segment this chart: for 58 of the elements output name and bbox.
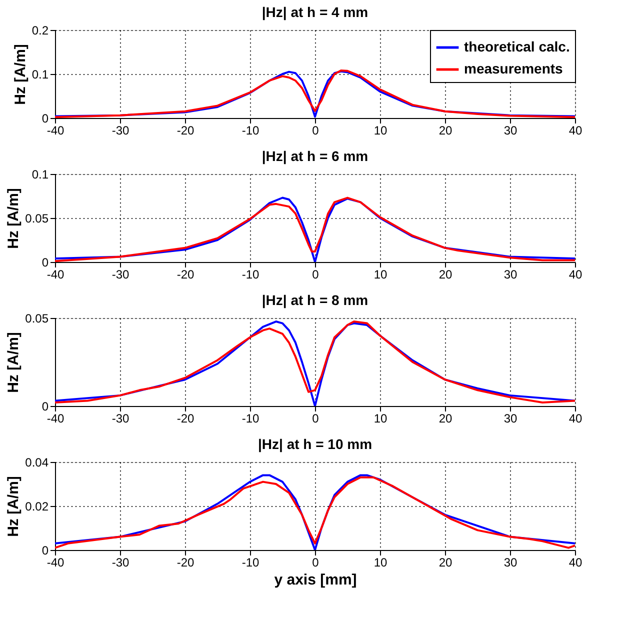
y-axis-title: Hz [A/m]	[5, 188, 22, 249]
x-tick-label: 10	[374, 124, 388, 138]
x-tick-label: 20	[438, 124, 452, 138]
x-tick-label: 30	[504, 124, 518, 138]
x-tick-label: 40	[568, 556, 582, 570]
x-tick-label: -40	[46, 268, 64, 282]
x-tick-label: -40	[46, 412, 64, 426]
chart-title: |Hz| at h = 10 mm	[258, 436, 372, 453]
chart-title: |Hz| at h = 4 mm	[262, 4, 368, 21]
y-axis-title: Hz [A/m]	[5, 476, 22, 537]
x-tick-label: 30	[504, 556, 518, 570]
x-tick-label: -30	[112, 124, 130, 138]
legend-label: theoretical calc.	[464, 38, 570, 54]
x-tick-label: 20	[438, 412, 452, 426]
x-tick-label: 0	[312, 124, 320, 138]
x-tick-label: -30	[112, 556, 130, 570]
x-tick-label: 40	[568, 268, 582, 282]
x-tick-label: 20	[438, 268, 452, 282]
y-tick-label: 0	[42, 544, 49, 558]
y-tick-label: 0.05	[25, 212, 49, 226]
x-tick-label: 30	[504, 268, 518, 282]
x-tick-label: 20	[438, 556, 452, 570]
x-tick-label: -10	[242, 412, 260, 426]
x-axis-title: y axis [mm]	[274, 572, 357, 588]
x-tick-label: -10	[242, 124, 260, 138]
y-tick-label: 0.1	[32, 68, 49, 82]
x-tick-label: 40	[568, 124, 582, 138]
x-tick-label: -20	[176, 124, 194, 138]
y-tick-label: 0.05	[25, 312, 49, 326]
x-tick-label: 10	[374, 268, 388, 282]
x-tick-label: 0	[312, 556, 320, 570]
x-tick-label: -20	[176, 268, 194, 282]
x-tick-label: -10	[242, 556, 260, 570]
x-tick-label: 10	[374, 412, 388, 426]
y-tick-label: 0.02	[25, 500, 49, 514]
x-tick-label: 0	[312, 412, 320, 426]
x-tick-label: 10	[374, 556, 388, 570]
chart-title: |Hz| at h = 6 mm	[262, 148, 368, 165]
y-tick-label: 0.2	[32, 24, 49, 38]
y-tick-label: 0.1	[32, 168, 49, 182]
y-tick-label: 0	[42, 256, 49, 270]
x-tick-label: -20	[176, 556, 194, 570]
legend-label: measurements	[464, 60, 564, 76]
x-tick-label: 40	[568, 412, 582, 426]
y-axis-title: Hz [A/m]	[5, 332, 22, 393]
y-axis-title: Hz [A/m]	[12, 44, 29, 105]
x-tick-label: -20	[176, 412, 194, 426]
x-tick-label: 0	[312, 268, 320, 282]
x-tick-label: -30	[112, 412, 130, 426]
y-tick-label: 0	[42, 400, 49, 414]
x-tick-label: -30	[112, 268, 130, 282]
x-tick-label: -40	[46, 124, 64, 138]
x-tick-label: 30	[504, 412, 518, 426]
chart-title: |Hz| at h = 8 mm	[262, 292, 368, 309]
y-tick-label: 0.04	[25, 456, 49, 470]
x-tick-label: -40	[46, 556, 64, 570]
x-tick-label: -10	[242, 268, 260, 282]
y-tick-label: 0	[42, 112, 49, 126]
